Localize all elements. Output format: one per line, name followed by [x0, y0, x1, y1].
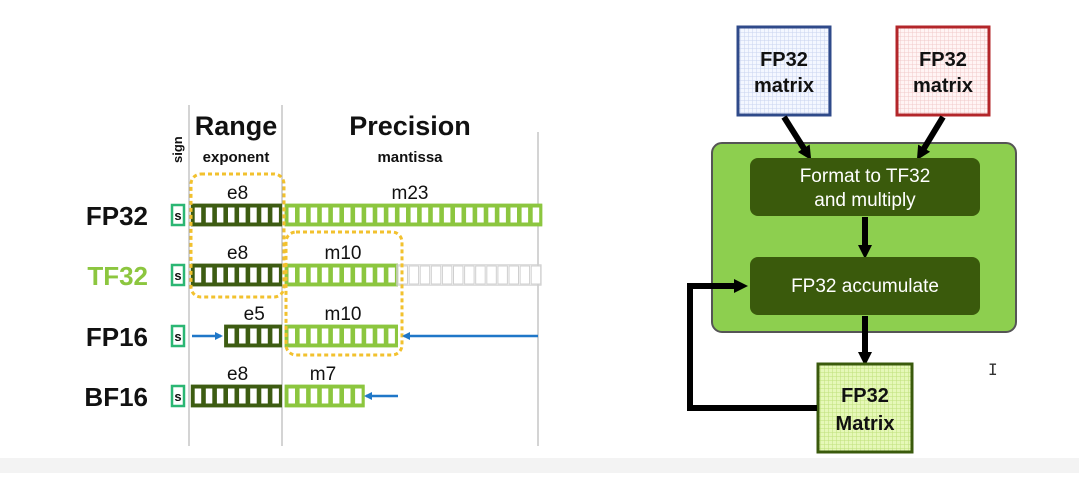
sign-bit-bf16: s — [172, 386, 184, 406]
input-b-line2: matrix — [913, 75, 973, 97]
unused-mantissa-bits-tf32 — [397, 265, 541, 285]
output-line1: FP32 — [841, 385, 889, 407]
sign-bit-tf32: s — [172, 265, 184, 285]
mantissa-label-fp32: m23 — [392, 183, 429, 204]
exponent-label-tf32: e8 — [227, 243, 248, 264]
accumulate-step: FP32 accumulate — [750, 257, 980, 315]
format-rows: FP32 s e8 m23 TF32 s e8 m10 FP16 s e5 m10 BF16 s e8 m7 — [84, 183, 541, 412]
input-a-line1: FP32 — [760, 49, 808, 71]
text-cursor-icon: I — [988, 360, 1000, 378]
sign-header: sign — [170, 136, 185, 163]
mantissa-label-bf16: m7 — [310, 364, 336, 385]
format-name-fp16: FP16 — [86, 322, 148, 352]
tensor-core-flow: FP32 matrix FP32 matrix Format to TF32 a… — [690, 27, 1016, 452]
sign-label-bf16: s — [174, 389, 181, 404]
exponent-bits-fp16 — [225, 326, 280, 346]
sign-label-fp16: s — [174, 329, 181, 344]
step1-line1: Format to TF32 — [800, 166, 931, 187]
sign-bit-fp32: s — [172, 205, 184, 225]
exponent-label-bf16: e8 — [227, 364, 248, 385]
exponent-bits-fp32 — [192, 205, 281, 225]
mantissa-bits-fp16 — [286, 326, 397, 346]
mantissa-header: mantissa — [377, 149, 443, 166]
sign-label-fp32: s — [174, 208, 181, 223]
format-name-fp32: FP32 — [86, 201, 148, 231]
step2-label: FP32 accumulate — [791, 276, 939, 297]
input-matrix-b: FP32 matrix — [897, 27, 989, 115]
mantissa-label-fp16: m10 — [325, 304, 362, 325]
input-b-line1: FP32 — [919, 49, 967, 71]
mantissa-bits-bf16 — [286, 386, 364, 406]
exponent-label-fp32: e8 — [227, 183, 248, 204]
sign-label-tf32: s — [174, 268, 181, 283]
exponent-bits-bf16 — [192, 386, 281, 406]
format-name-bf16: BF16 — [84, 382, 148, 412]
input-a-line2: matrix — [754, 75, 814, 97]
exponent-label-fp16: e5 — [244, 304, 265, 325]
output-line2: Matrix — [836, 413, 895, 435]
precision-header: Precision — [349, 111, 471, 141]
mantissa-bits-fp32 — [286, 205, 541, 225]
bottom-strip — [0, 458, 1079, 473]
output-matrix: FP32 Matrix — [818, 364, 912, 452]
mantissa-bits-tf32 — [286, 265, 397, 285]
range-header: Range — [195, 111, 278, 141]
exponent-bits-tf32 — [192, 265, 281, 285]
format-name-tf32: TF32 — [87, 261, 148, 291]
format-multiply-step: Format to TF32 and multiply — [750, 158, 980, 216]
input-matrix-a: FP32 matrix — [738, 27, 830, 115]
format-comparison: sign Range exponent Precision mantissa F… — [84, 105, 541, 446]
sign-bit-fp16: s — [172, 326, 184, 346]
step1-line2: and multiply — [814, 190, 916, 211]
exponent-header: exponent — [203, 149, 270, 166]
mantissa-label-tf32: m10 — [325, 243, 362, 264]
